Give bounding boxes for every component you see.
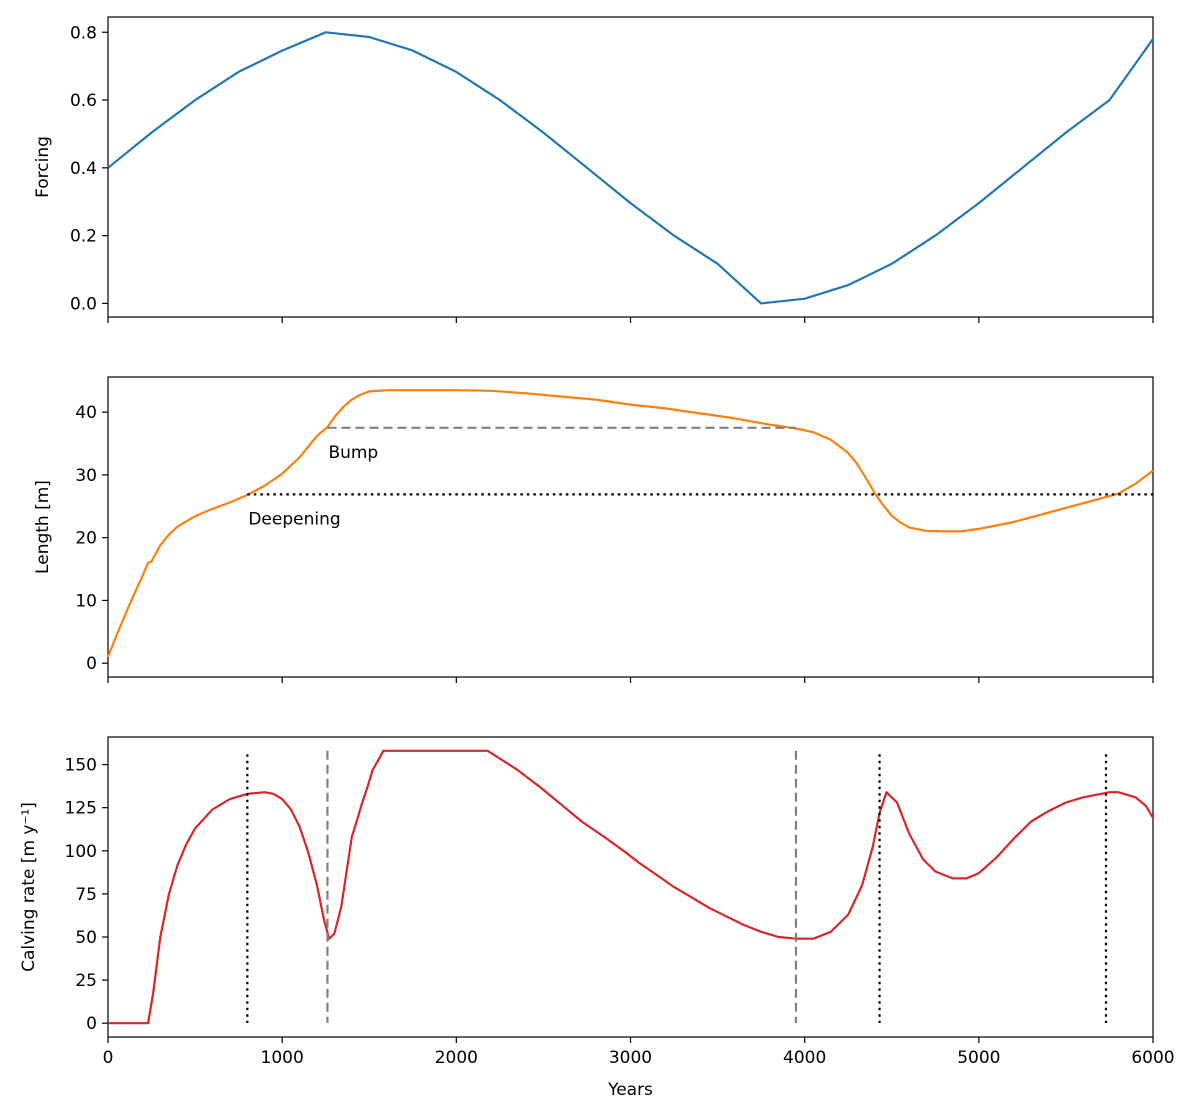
calving-rate-y-tick-label: 25: [75, 971, 97, 991]
calving-rate-x-tick-label: 2000: [435, 1048, 478, 1068]
forcing-panel: 0.0 0.2 0.4 0.6 0.8 Forcing: [33, 16, 1154, 323]
forcing-y-axis-label: Forcing: [33, 136, 53, 198]
calving-rate-y-tick-label: 75: [75, 885, 97, 905]
calving-rate-x-axis-label: Years: [607, 1080, 653, 1100]
length-y-tick-label: 30: [75, 466, 97, 486]
length-y-axis-label: Length [m]: [33, 480, 53, 574]
length-y-tick-label: 40: [75, 403, 97, 423]
calving-rate-x-tick-label: 4000: [783, 1048, 826, 1068]
calving-rate-y-tick-label: 50: [75, 928, 97, 948]
calving-rate-x-tick-label: 0: [103, 1048, 114, 1068]
forcing-plot-frame: [107, 16, 1154, 318]
forcing-y-tick-label: 0.4: [70, 159, 97, 179]
calving-rate-y-tick-label: 125: [65, 799, 97, 819]
length-y-tick-label: 10: [75, 591, 97, 611]
calving-rate-plot-frame: [107, 736, 1154, 1038]
calving-rate-y-axis-label: Calving rate [m y⁻¹]: [19, 802, 39, 972]
calving-rate-y-tick-label: 150: [65, 756, 97, 776]
forcing-series-line: [107, 31, 1154, 305]
calving-rate-x-tick-label: 1000: [261, 1048, 304, 1068]
forcing-y-tick-label: 0.8: [70, 23, 97, 43]
forcing-y-tick-label: 0.0: [70, 294, 97, 314]
length-series-line: [106, 389, 1154, 658]
calving-rate-x-tick-label: 3000: [609, 1048, 652, 1068]
forcing-y-tick-label: 0.2: [70, 227, 97, 247]
calving-rate-series-line: [108, 749, 1154, 1025]
length-y-tick-label: 20: [75, 529, 97, 549]
length-annotation: Bump: [328, 443, 378, 463]
calving-rate-x-tick-label: 6000: [1131, 1048, 1174, 1068]
calving-rate-x-tick-label: 5000: [957, 1048, 1000, 1068]
calving-rate-y-tick-label: 0: [86, 1014, 97, 1034]
length-y-tick-label: 0: [86, 654, 97, 674]
forcing-y-tick-label: 0.6: [70, 91, 97, 111]
length-annotation: Deepening: [248, 509, 340, 529]
calving-rate-y-tick-label: 100: [65, 842, 97, 862]
length-panel: Bump Deepening 0 10 20 30 40 Length [m]: [33, 376, 1154, 683]
calving-rate-panel: 0 1000 2000 3000 4000 5000 6000 0 25 50 75 100 125 15…: [19, 736, 1175, 1100]
